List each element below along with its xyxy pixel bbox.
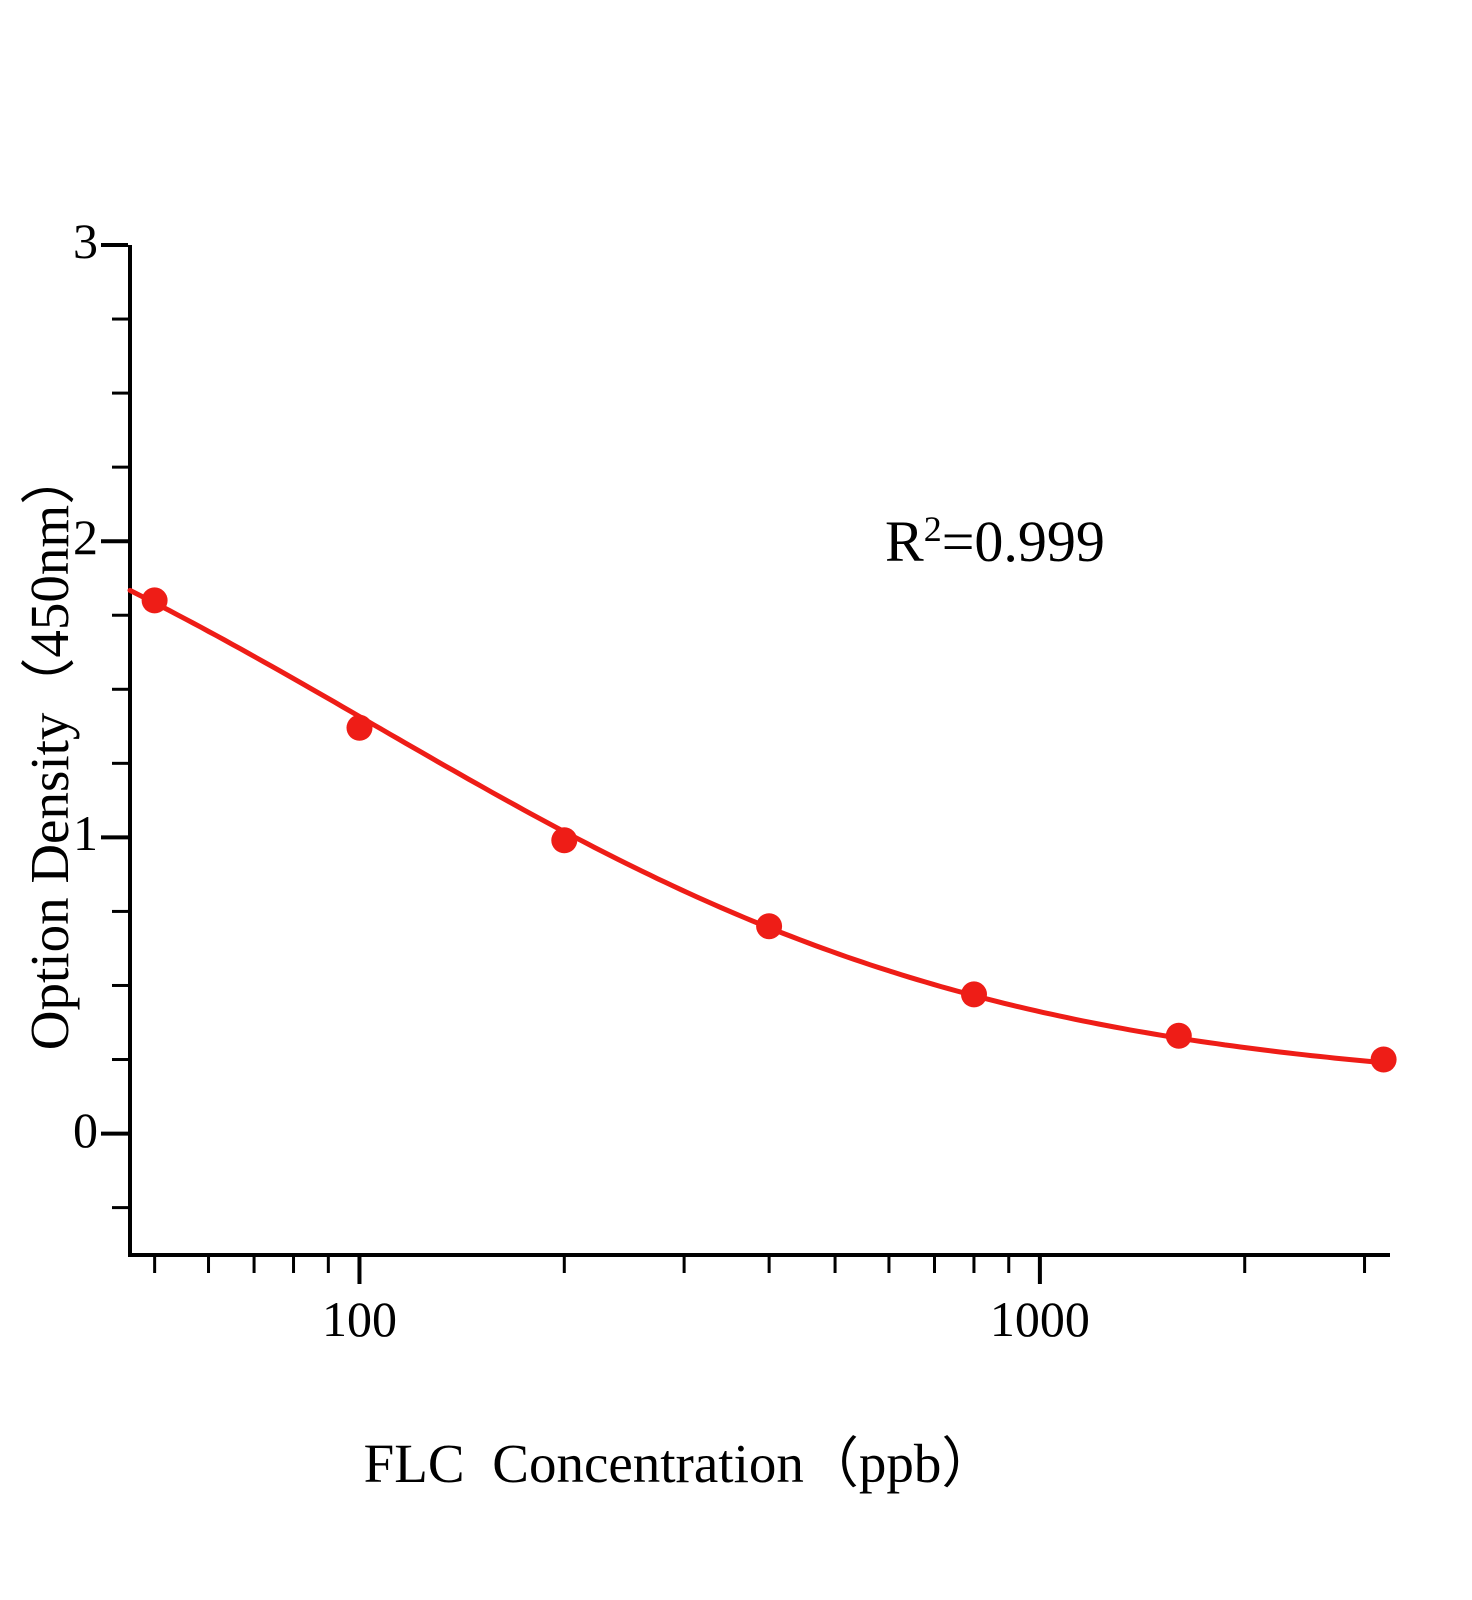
data-point [346, 714, 373, 741]
data-point [1165, 1022, 1192, 1049]
data-point [1370, 1046, 1397, 1073]
data-point [551, 827, 578, 854]
data-point [756, 913, 783, 940]
data-point [141, 587, 168, 614]
fit-curve [127, 587, 1393, 1066]
data-point [961, 981, 987, 1008]
